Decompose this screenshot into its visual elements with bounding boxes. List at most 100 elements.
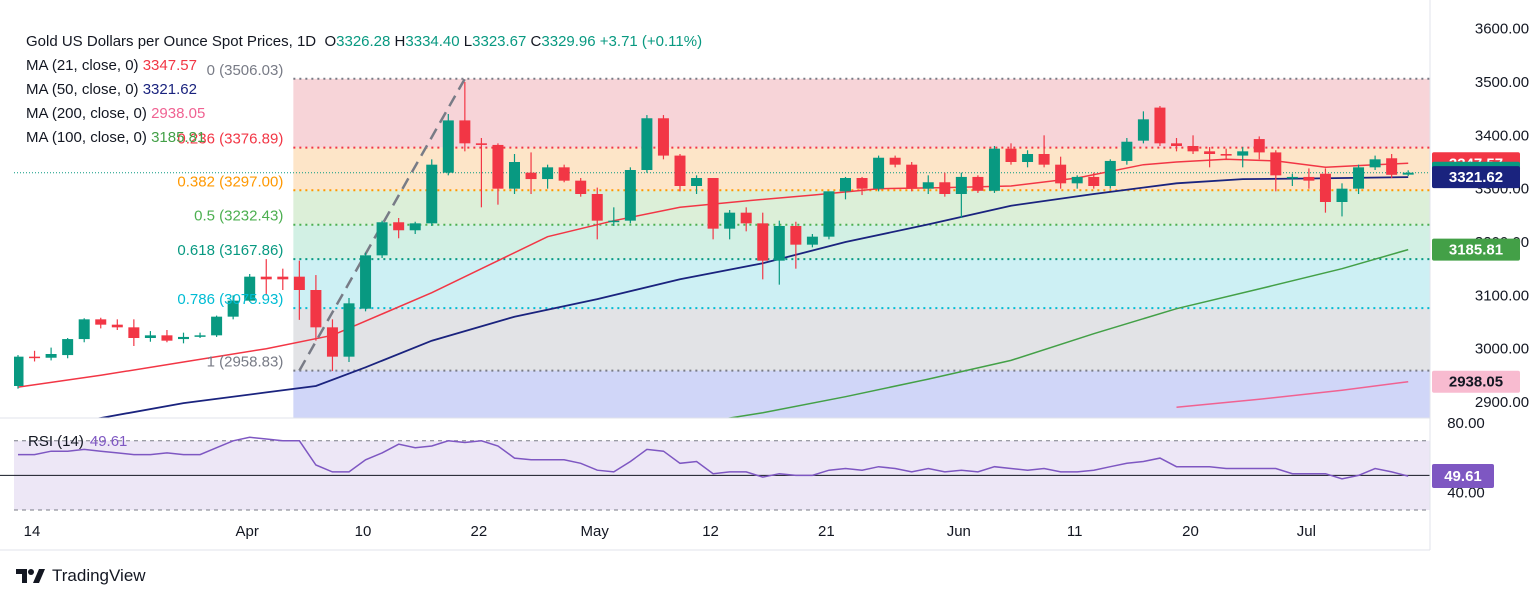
symbol-header: Gold US Dollars per Ounce Spot Prices, 1… — [26, 33, 703, 50]
fib-label-0.618: 0.618 (3167.86) — [177, 242, 283, 259]
fib-zone-1 — [293, 370, 1430, 418]
candle — [1286, 176, 1298, 179]
candle — [558, 167, 570, 181]
candle — [1319, 173, 1331, 202]
candle — [178, 336, 189, 340]
y-tick-label: 2900.00 — [1475, 394, 1529, 411]
candle — [62, 339, 74, 356]
candle — [1055, 164, 1067, 184]
fib-label-0.786: 0.786 (3075.93) — [177, 291, 283, 308]
candle — [988, 148, 1000, 191]
candle — [1237, 151, 1249, 156]
rsi-axis-label-top: 80.00 — [1447, 415, 1485, 432]
legend-ma50[interactable]: MA (50, close, 0) 3321.62 — [26, 81, 197, 98]
candle — [426, 164, 438, 224]
candle — [1336, 188, 1348, 202]
candle — [641, 118, 653, 170]
candle — [955, 176, 967, 194]
tradingview-logo[interactable]: TradingView — [16, 566, 146, 586]
fib-zone-0.786 — [293, 308, 1430, 371]
brand-name: TradingView — [52, 566, 146, 585]
high-value: 3334.40 — [405, 33, 460, 50]
candle — [591, 194, 603, 221]
fib-zone-0.618 — [293, 259, 1430, 309]
candle — [707, 178, 719, 229]
x-tick-label: Jun — [947, 523, 971, 540]
candle — [1369, 159, 1381, 168]
rsi-axis-label: 40.00 — [1447, 485, 1485, 502]
y-tick-label: 3600.00 — [1475, 21, 1529, 38]
x-tick-label: 10 — [355, 523, 372, 540]
close-value: 3329.96 — [541, 33, 596, 50]
candle — [856, 178, 868, 189]
candle — [144, 335, 156, 338]
x-tick-label: Jul — [1297, 523, 1316, 540]
candle — [111, 324, 123, 328]
candle — [1253, 139, 1265, 153]
open-value: 3326.28 — [336, 33, 391, 50]
candle — [922, 182, 934, 189]
legend-ma21[interactable]: MA (21, close, 0) 3347.57 — [26, 57, 197, 74]
fib-label-1: 1 (2958.83) — [207, 354, 284, 371]
price-tag — [1432, 370, 1520, 393]
candle — [724, 212, 736, 229]
ma200-line — [1176, 380, 1409, 409]
legend-ma200[interactable]: MA (200, close, 0) 2938.05 — [26, 105, 206, 122]
x-tick-label: 20 — [1182, 523, 1199, 540]
candle — [211, 316, 223, 336]
candle — [78, 319, 90, 340]
candle — [1187, 146, 1199, 152]
candle — [757, 223, 769, 261]
candle — [343, 303, 355, 357]
candle — [1121, 141, 1133, 161]
candle — [260, 276, 272, 280]
rsi-tag-label: 49.61 — [1444, 468, 1482, 485]
candle — [509, 162, 520, 189]
rsi-tag — [1432, 464, 1494, 489]
candle — [326, 327, 338, 357]
tradingview-logo-icon — [16, 569, 45, 583]
x-tick-label: 22 — [471, 523, 488, 540]
y-tick-label: 3000.00 — [1475, 341, 1529, 358]
candle — [773, 226, 785, 261]
candle — [376, 222, 388, 256]
candle — [1303, 176, 1315, 181]
rsi-legend[interactable]: RSI (14) 49.61 — [28, 433, 127, 450]
candle — [939, 182, 951, 194]
candle — [740, 212, 752, 224]
ma100-line — [725, 248, 1409, 418]
y-tick-label: 3400.00 — [1475, 127, 1529, 144]
candle — [906, 164, 918, 189]
candle — [542, 167, 554, 180]
fib-label-0: 0 (3506.03) — [207, 62, 284, 79]
candle — [244, 276, 256, 301]
candle — [674, 155, 686, 186]
low-value: 3323.67 — [472, 33, 527, 50]
rsi-label: RSI (14) — [28, 433, 84, 450]
fib-label-0.382: 0.382 (3297.00) — [177, 173, 283, 190]
x-tick-label: 21 — [818, 523, 835, 540]
rsi-value: 49.61 — [89, 433, 128, 450]
candle — [1104, 160, 1116, 186]
candle — [95, 319, 107, 325]
candle — [823, 191, 835, 237]
candle — [657, 118, 669, 156]
candle — [194, 335, 206, 337]
candle — [1204, 151, 1216, 154]
candle — [1071, 176, 1083, 184]
fib-zone-0.382 — [293, 190, 1430, 225]
ma50-line — [95, 176, 1409, 418]
candle — [310, 290, 322, 328]
legend-ma100[interactable]: MA (100, close, 0) 3185.81 — [26, 129, 206, 146]
candle — [293, 276, 305, 290]
candle — [790, 226, 802, 245]
candle — [393, 222, 405, 231]
candle — [806, 236, 818, 245]
fib-label-0.5: 0.5 (3232.43) — [194, 208, 283, 225]
x-tick-label: Apr — [235, 523, 258, 540]
candle — [1005, 148, 1017, 162]
symbol-title: Gold US Dollars per Ounce Spot Prices, 1… — [26, 33, 317, 50]
candle — [840, 178, 851, 192]
candle — [1270, 152, 1282, 176]
